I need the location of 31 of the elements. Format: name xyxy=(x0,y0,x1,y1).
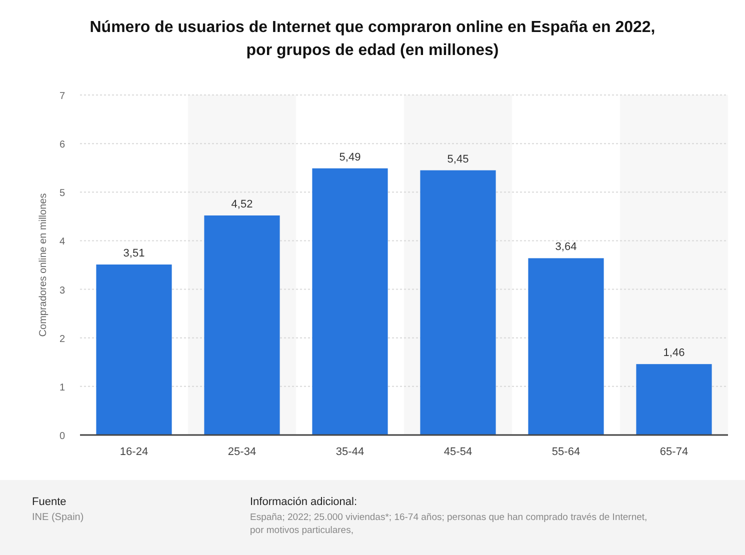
text: Fuente xyxy=(32,496,66,508)
data-label: 4,52 xyxy=(231,198,253,210)
x-tick-label: 45-54 xyxy=(444,446,472,458)
chart-title: Número de usuarios de Internet que compraron online en España en 2022, por grupos de edad (en millones) xyxy=(90,19,656,59)
x-tick-label: 55-64 xyxy=(552,446,580,458)
bar xyxy=(636,364,712,435)
y-tick-label: 5 xyxy=(59,188,66,200)
text: Información adicional: xyxy=(250,496,358,508)
y-tick-label: 2 xyxy=(59,334,66,345)
x-tick-label: 65-74 xyxy=(660,446,688,458)
bar xyxy=(312,168,388,435)
x-tick-label: 35-44 xyxy=(336,446,364,458)
bar xyxy=(96,264,172,435)
text: INE (Spain) xyxy=(32,512,84,523)
y-tick-label: 3 xyxy=(59,285,66,296)
data-label: 3,64 xyxy=(555,241,577,254)
bar xyxy=(204,215,280,435)
data-label: 1,46 xyxy=(663,347,685,360)
y-tick-label: 7 xyxy=(59,91,66,102)
y-tick-label: 6 xyxy=(59,140,66,151)
y-tick-label: 1 xyxy=(59,382,66,394)
x-tick-label: 25-34 xyxy=(228,446,256,458)
data-label: 3,51 xyxy=(123,248,145,260)
data-label: 5,45 xyxy=(447,153,469,166)
data-label: 5,49 xyxy=(339,151,361,164)
y-tick-label: 0 xyxy=(59,431,66,442)
y-tick-label: 4 xyxy=(59,236,66,248)
x-tick-label: 16-24 xyxy=(120,446,148,458)
y-axis-title: Compradores online en millones xyxy=(38,193,49,337)
text: España; 2022; 25.000 viviendas*; 16-74 años; personas que han comprado través de Internet, por motivos particulares, xyxy=(250,512,648,536)
bar xyxy=(528,258,604,435)
